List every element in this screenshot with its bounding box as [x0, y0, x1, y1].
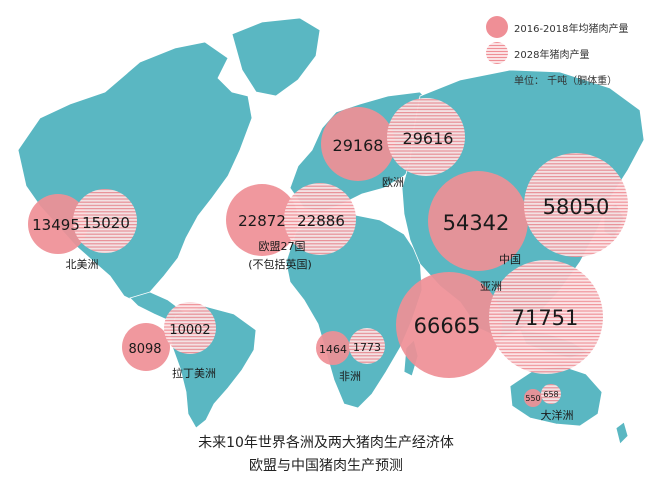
bubble-north-america-2028: [73, 189, 137, 253]
value-africa-2016: 1464: [319, 343, 347, 356]
label-eu27: 欧盟27国: [259, 240, 306, 253]
legend-striped-label: 2028年猪肉产量: [514, 49, 590, 61]
legend-solid: 2016-2018年均猪肉产量: [486, 14, 646, 40]
bubble-africa-2028: [349, 328, 385, 364]
value-latin-america-2016: 8098: [128, 342, 161, 357]
value-north-america-2028: 15020: [82, 214, 130, 232]
label-oceania: 大洋洲: [541, 408, 574, 422]
value-north-america-2016: 13495: [32, 216, 80, 234]
bubbles: [28, 98, 628, 407]
bubble-oceania-2016: [524, 389, 542, 407]
value-oceania-2028: 658: [543, 390, 558, 399]
label-europe: 欧洲: [382, 176, 404, 189]
bubble-china-2028: [524, 153, 628, 257]
legend-striped: 2028年猪肉产量: [486, 40, 646, 66]
bubble-africa-2016: [316, 331, 350, 365]
value-europe-2028: 29616: [403, 129, 454, 148]
bubble-north-america-2016: [28, 194, 88, 254]
caption-line-1: 未来10年世界各洲及两大猪肉生产经济体: [198, 435, 454, 451]
value-asia-2016: 66665: [414, 314, 481, 338]
bubble-values: 13495 15020 8098 10002 22872 22886 29168…: [32, 129, 609, 403]
legend-solid-swatch: [486, 16, 508, 38]
value-asia-2028: 71751: [512, 306, 579, 330]
bubble-eu27-2028: [284, 183, 356, 255]
legend-unit: 单位： 千吨（胴体重）: [514, 76, 618, 87]
value-oceania-2016: 550: [525, 394, 540, 403]
bubble-china-2016: [428, 171, 528, 271]
north-america-landmass: [17, 41, 253, 303]
legend-striped-swatch: [486, 42, 508, 64]
greenland-landmass: [231, 17, 321, 97]
bubble-europe-2016: [321, 107, 395, 181]
label-china: 中国: [499, 253, 521, 266]
value-eu27-2028: 22886: [297, 212, 345, 230]
bubble-eu27-2016: [226, 184, 298, 256]
label-eu27-sub: (不包括英国): [248, 257, 312, 271]
bubble-latin-america-2016: [122, 323, 170, 371]
value-china-2028: 58050: [543, 195, 610, 219]
legend-solid-label: 2016-2018年均猪肉产量: [514, 23, 629, 35]
caption-line-2: 欧盟与中国猪肉生产预测: [249, 458, 403, 474]
legend: 2016-2018年均猪肉产量 2028年猪肉产量 单位： 千吨（胴体重）: [486, 14, 646, 87]
bubble-asia-2028: [489, 260, 603, 374]
label-north-america: 北美洲: [66, 258, 99, 271]
label-latin-america: 拉丁美洲: [172, 366, 216, 380]
label-africa: 非洲: [339, 370, 361, 383]
bubble-europe-2028: [387, 98, 465, 176]
value-africa-2028: 1773: [353, 341, 381, 354]
label-asia: 亚洲: [480, 280, 502, 293]
value-latin-america-2028: 10002: [169, 323, 210, 338]
value-eu27-2016: 22872: [238, 212, 286, 230]
value-europe-2016: 29168: [333, 136, 384, 155]
bubble-asia-2016: [396, 272, 502, 378]
bubble-oceania-2028: [541, 384, 561, 404]
value-china-2016: 54342: [443, 211, 510, 235]
region-labels: 北美洲 拉丁美洲 欧盟27国 (不包括英国) 欧洲 非洲 中国 亚洲 大洋洲: [66, 176, 574, 422]
new-zealand-landmass: [615, 421, 629, 445]
bubble-latin-america-2028: [164, 302, 216, 354]
